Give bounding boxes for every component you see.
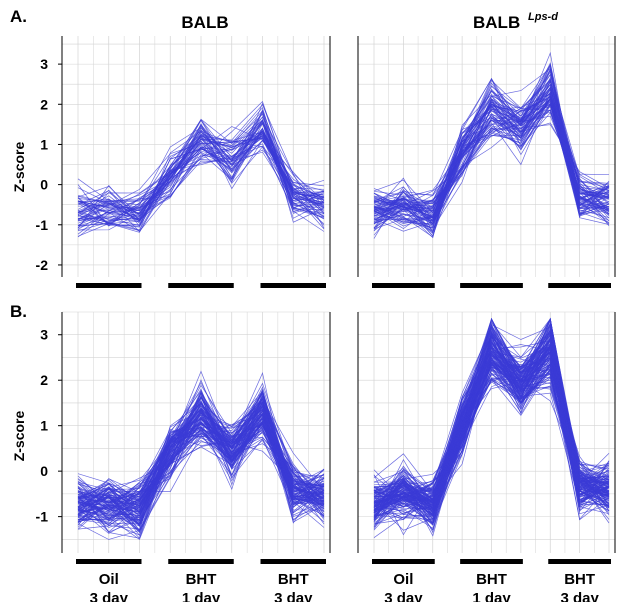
group-label-line1: Oil: [393, 571, 413, 588]
profile-line: [373, 337, 610, 511]
y-tick-label: 3: [40, 56, 48, 72]
group-bar: [372, 559, 435, 564]
y-tick-label: 1: [40, 418, 48, 434]
profile-line: [373, 317, 610, 507]
profile-line: [373, 80, 610, 210]
profile-line: [373, 354, 610, 516]
profile-line: [77, 417, 325, 527]
profile-line: [373, 96, 610, 216]
profile-lines: [77, 370, 325, 540]
group-label-line2: 3 day: [90, 590, 129, 602]
group-bar: [168, 559, 234, 564]
plot-panel-2: [357, 36, 616, 288]
profile-line: [77, 110, 325, 222]
profile-line: [77, 414, 325, 524]
profile-line: [373, 338, 610, 531]
y-tick-label: 2: [40, 372, 48, 388]
y-tick-label: -1: [36, 509, 49, 525]
profile-line: [373, 346, 610, 523]
y-axis-label-a: Z-score: [11, 142, 27, 193]
profile-line: [77, 137, 325, 233]
group-bar: [76, 559, 142, 564]
profile-line: [373, 98, 610, 217]
profile-line: [77, 119, 325, 228]
group-label-line1: BHT: [476, 571, 507, 588]
profile-line: [77, 137, 325, 222]
y-tick-label: 3: [40, 327, 48, 343]
panel-label-b: B.: [10, 302, 27, 321]
y-tick-label: -1: [36, 217, 49, 233]
profile-line: [77, 126, 325, 232]
profile-line: [77, 421, 325, 526]
group-label-line1: BHT: [186, 571, 217, 588]
plot-panel-4: Oil 3 day BHT 1 day BHT 3 day: [357, 311, 616, 602]
profile-line: [77, 390, 325, 521]
group-label-line1: BHT: [564, 571, 595, 588]
profile-line: [77, 122, 325, 220]
group-bar: [372, 283, 435, 288]
group-bar: [460, 559, 523, 564]
y-tick-label: 1: [40, 136, 48, 152]
panel-label-a: A.: [10, 7, 27, 26]
profile-lines: [373, 51, 610, 239]
group-label-line1: BHT: [278, 571, 309, 588]
plot-panel-3: 3 2 1 0 -1 Oil 3 day BHT 1 day BHT 3 day: [36, 311, 331, 602]
plot-panel-1: 3 2 1 0 -1 -2: [36, 36, 331, 288]
group-bar: [76, 283, 142, 288]
profile-line: [77, 401, 325, 515]
profile-line: [373, 98, 610, 223]
column-title-balb-lps: BALB: [473, 13, 520, 32]
profile-line: [77, 430, 325, 513]
group-bar: [548, 559, 611, 564]
group-bar: [260, 559, 326, 564]
group-bar: [460, 283, 523, 288]
group-label-line1: Oil: [99, 571, 119, 588]
group-label-line2: 1 day: [472, 590, 511, 602]
y-axis-label-b: Z-score: [11, 411, 27, 462]
group-label-line2: 3 day: [384, 590, 423, 602]
profile-line: [373, 96, 610, 217]
profile-line: [373, 106, 610, 223]
group-bar: [168, 283, 234, 288]
y-tick-label: -2: [36, 257, 49, 273]
profile-line: [77, 390, 325, 531]
group-bar: [260, 283, 326, 288]
group-label-line2: 3 day: [274, 590, 313, 602]
profile-line: [77, 127, 325, 227]
column-title-superscript: Lps-d: [528, 11, 558, 23]
column-title-balb: BALB: [181, 13, 228, 32]
profile-lines: [373, 317, 610, 538]
y-tick-label: 0: [40, 177, 48, 193]
y-tick-label: 2: [40, 96, 48, 112]
profile-line: [77, 110, 325, 221]
group-label-line2: 1 day: [182, 590, 221, 602]
profile-line: [77, 413, 325, 519]
y-tick-label: 0: [40, 463, 48, 479]
profile-line: [373, 332, 610, 529]
profile-line: [77, 394, 325, 512]
group-label-line2: 3 day: [560, 590, 599, 602]
profile-line: [373, 78, 610, 239]
group-bar: [548, 283, 611, 288]
profile-line: [373, 330, 610, 514]
profile-line: [77, 407, 325, 501]
profile-lines: [77, 100, 325, 238]
profile-line: [373, 89, 610, 219]
